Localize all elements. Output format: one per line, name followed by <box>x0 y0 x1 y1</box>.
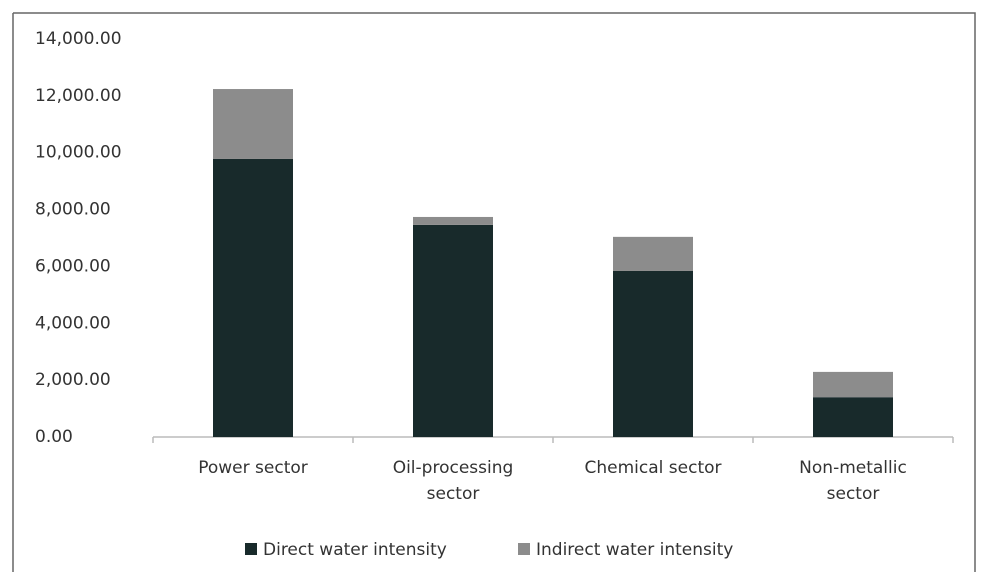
y-tick-label: 10,000.00 <box>35 143 122 163</box>
y-tick-label: 4,000.00 <box>35 313 111 333</box>
y-tick-label: 6,000.00 <box>35 256 111 276</box>
legend-swatch <box>245 543 257 555</box>
bar-segment <box>213 89 293 159</box>
bar-segment <box>213 158 293 437</box>
y-tick-label: 8,000.00 <box>35 200 111 220</box>
x-tick-label: Chemical sector <box>584 458 722 478</box>
bar-segment <box>613 236 693 271</box>
legend-label: Indirect water intensity <box>536 540 733 560</box>
legend-label: Direct water intensity <box>263 540 447 560</box>
legend-swatch <box>518 543 530 555</box>
frame <box>12 12 976 572</box>
bar-segment <box>813 371 893 398</box>
bar-segment <box>613 270 693 437</box>
bar-segment <box>413 216 493 225</box>
x-tick-label: Oil-processing sector <box>392 458 514 504</box>
y-tick-label: 2,000.00 <box>35 370 111 390</box>
x-tick-label: Non-metallic sector <box>799 458 907 504</box>
y-tick-label: 12,000.00 <box>35 86 122 106</box>
y-tick-label: 14,000.00 <box>35 29 122 49</box>
bar-segment <box>813 397 893 437</box>
x-tick-label: Power sector <box>198 458 308 478</box>
bar-segment <box>413 224 493 437</box>
y-tick-label: 0.00 <box>35 427 73 447</box>
